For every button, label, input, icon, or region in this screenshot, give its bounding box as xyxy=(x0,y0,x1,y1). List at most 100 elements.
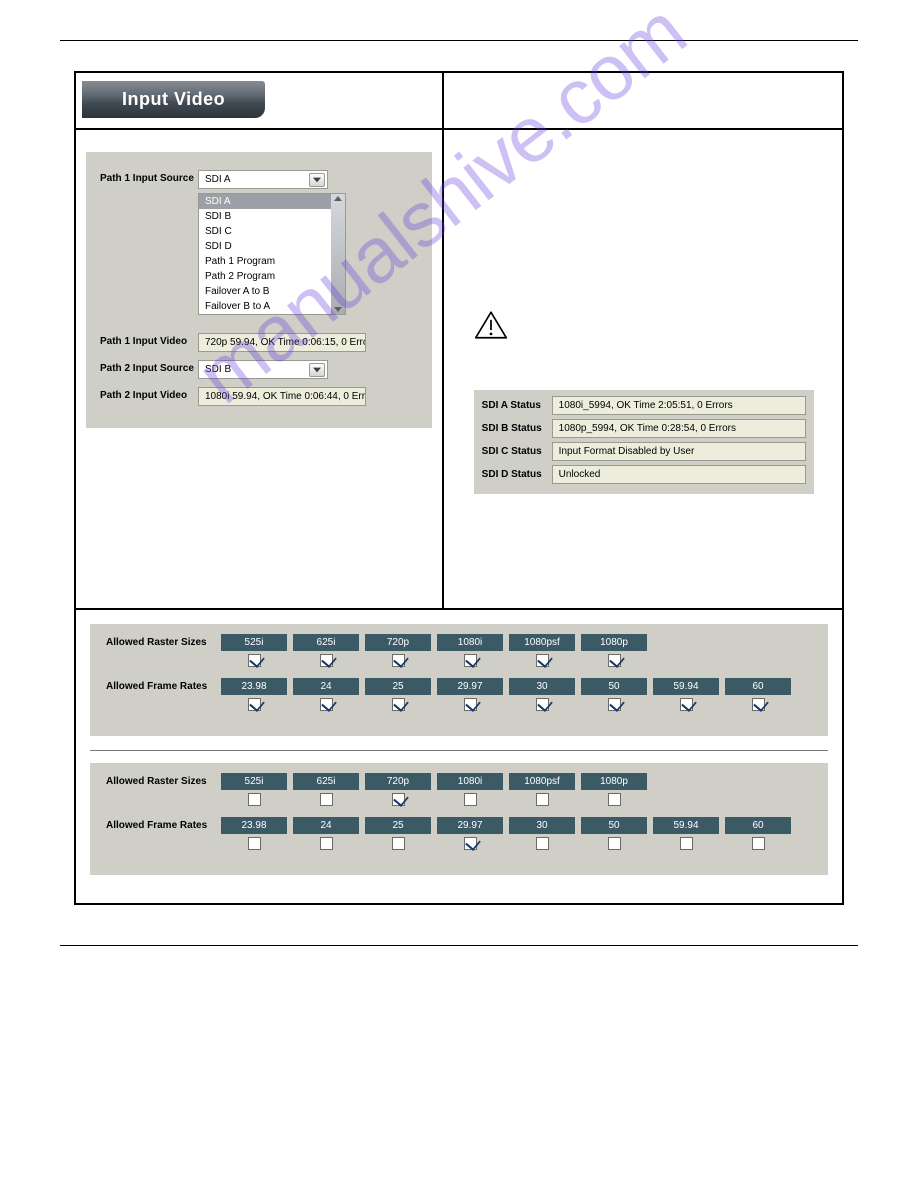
frame-checkbox[interactable] xyxy=(320,698,333,711)
status-field: 1080i_5994, OK Time 2:05:51, 0 Errors xyxy=(552,396,806,415)
dropdown-option[interactable]: Failover B to A xyxy=(199,299,345,314)
allowed-frame-chip-line: Allowed Frame Rates23.98242529.97305059.… xyxy=(106,678,812,695)
dropdown-option[interactable]: SDI B xyxy=(199,209,345,224)
raster-checkbox[interactable] xyxy=(392,654,405,667)
frame-checkbox[interactable] xyxy=(392,698,405,711)
status-label: SDI A Status xyxy=(482,400,552,411)
label-path1-source: Path 1 Input Source xyxy=(100,170,198,184)
frame-checkbox[interactable] xyxy=(464,698,477,711)
frame-checkbox[interactable] xyxy=(248,698,261,711)
checkbox-cell xyxy=(581,654,647,670)
dropdown-option[interactable]: SDI C xyxy=(199,224,345,239)
checkbox-cell xyxy=(653,837,719,853)
raster-checkbox[interactable] xyxy=(608,654,621,667)
row-allowed: Allowed Raster Sizes525i625i720p1080i108… xyxy=(76,610,842,903)
allowed-raster-caption: Allowed Raster Sizes xyxy=(106,637,221,648)
frame-checkbox[interactable] xyxy=(464,837,477,850)
field-path1-video: 720p 59.94, OK Time 0:06:15, 0 Errors xyxy=(198,333,366,352)
frame-chip: 30 xyxy=(509,817,575,834)
frame-checkbox[interactable] xyxy=(752,837,765,850)
chevron-down-icon[interactable] xyxy=(309,173,325,187)
status-row: SDI D StatusUnlocked xyxy=(482,465,806,484)
raster-checkbox[interactable] xyxy=(248,793,261,806)
frame-chip: 59.94 xyxy=(653,817,719,834)
dropdown-option[interactable]: SDI A xyxy=(199,194,345,209)
raster-checkbox[interactable] xyxy=(392,793,405,806)
raster-checkbox[interactable] xyxy=(320,793,333,806)
dropdown-option[interactable]: SDI D xyxy=(199,239,345,254)
scroll-down-icon[interactable] xyxy=(334,307,342,312)
cell-banner: Input Video xyxy=(76,73,444,130)
frame-checkbox[interactable] xyxy=(248,837,261,850)
checkbox-cell xyxy=(365,698,431,714)
allowed-panel-set2: Allowed Raster Sizes525i625i720p1080i108… xyxy=(90,763,828,875)
frame-chip: 24 xyxy=(293,678,359,695)
raster-checkbox[interactable] xyxy=(464,654,477,667)
dropdown-option[interactable]: Path 2 Program xyxy=(199,269,345,284)
frame-checkbox[interactable] xyxy=(680,837,693,850)
raster-chip: 525i xyxy=(221,634,287,651)
frame-checkbox[interactable] xyxy=(752,698,765,711)
dropdown-path1-source[interactable]: SDI ASDI BSDI CSDI DPath 1 ProgramPath 2… xyxy=(198,193,346,315)
raster-checkbox[interactable] xyxy=(608,793,621,806)
scroll-up-icon[interactable] xyxy=(334,196,342,201)
raster-checkbox[interactable] xyxy=(464,793,477,806)
frame-checkbox[interactable] xyxy=(608,698,621,711)
raster-checkbox[interactable] xyxy=(536,793,549,806)
select-path1-source[interactable]: SDI A xyxy=(198,170,328,189)
checkbox-cell xyxy=(509,793,575,809)
allowed-frame-check-line xyxy=(106,837,812,853)
select-path2-source[interactable]: SDI B xyxy=(198,360,328,379)
frame-chip: 59.94 xyxy=(653,678,719,695)
chevron-down-icon[interactable] xyxy=(309,363,325,377)
dropdown-option[interactable]: Failover A to B xyxy=(199,284,345,299)
raster-chip: 625i xyxy=(293,634,359,651)
dropdown-option[interactable]: Path 1 Program xyxy=(199,254,345,269)
checkbox-cell xyxy=(365,793,431,809)
checkbox-cell xyxy=(221,654,287,670)
field-path2-video: 1080i 59.94, OK Time 0:06:44, 0 Errors xyxy=(198,387,366,406)
raster-chip: 1080psf xyxy=(509,634,575,651)
cell-status: SDI A Status1080i_5994, OK Time 2:05:51,… xyxy=(444,130,842,610)
raster-checkbox[interactable] xyxy=(248,654,261,667)
frame-checkbox[interactable] xyxy=(536,837,549,850)
left-form-panel: Path 1 Input Source SDI A SDI ASDI BSDI … xyxy=(86,152,432,428)
frame-chip: 50 xyxy=(581,678,647,695)
raster-chip: 1080p xyxy=(581,773,647,790)
select-path2-source-value: SDI B xyxy=(205,364,231,375)
frame-checkbox[interactable] xyxy=(320,837,333,850)
row-form-status: Path 1 Input Source SDI A SDI ASDI BSDI … xyxy=(76,130,842,610)
raster-chip: 1080i xyxy=(437,634,503,651)
status-field: Unlocked xyxy=(552,465,806,484)
bottom-page-rule xyxy=(60,945,858,946)
frame-checkbox[interactable] xyxy=(680,698,693,711)
frame-checkbox[interactable] xyxy=(536,698,549,711)
allowed-frame-caption: Allowed Frame Rates xyxy=(106,681,221,692)
frame-chip: 60 xyxy=(725,678,791,695)
checkbox-cell xyxy=(725,698,791,714)
frame-checkbox[interactable] xyxy=(608,837,621,850)
checkbox-cell xyxy=(437,837,503,853)
row-path1-video: Path 1 Input Video 720p 59.94, OK Time 0… xyxy=(100,333,418,352)
frame-chip: 25 xyxy=(365,678,431,695)
allowed-frame-check-line xyxy=(106,698,812,714)
raster-checkbox[interactable] xyxy=(320,654,333,667)
checkbox-cell xyxy=(221,698,287,714)
raster-chip: 1080psf xyxy=(509,773,575,790)
checkbox-cell xyxy=(653,698,719,714)
status-field: 1080p_5994, OK Time 0:28:54, 0 Errors xyxy=(552,419,806,438)
frame-checkbox[interactable] xyxy=(392,837,405,850)
row-path2-source: Path 2 Input Source SDI B xyxy=(100,360,418,379)
status-label: SDI C Status xyxy=(482,446,552,457)
checkbox-cell xyxy=(365,837,431,853)
checkbox-cell xyxy=(581,793,647,809)
row-banner: Input Video xyxy=(76,73,842,130)
panel-divider xyxy=(90,750,828,751)
outer-frame: Input Video Path 1 Input Source SDI A SD… xyxy=(74,71,844,905)
dropdown-scrollbar[interactable] xyxy=(331,194,345,314)
sdi-status-block: SDI A Status1080i_5994, OK Time 2:05:51,… xyxy=(474,390,814,494)
frame-chip: 50 xyxy=(581,817,647,834)
raster-checkbox[interactable] xyxy=(536,654,549,667)
label-path2-source: Path 2 Input Source xyxy=(100,360,198,374)
checkbox-cell xyxy=(509,654,575,670)
